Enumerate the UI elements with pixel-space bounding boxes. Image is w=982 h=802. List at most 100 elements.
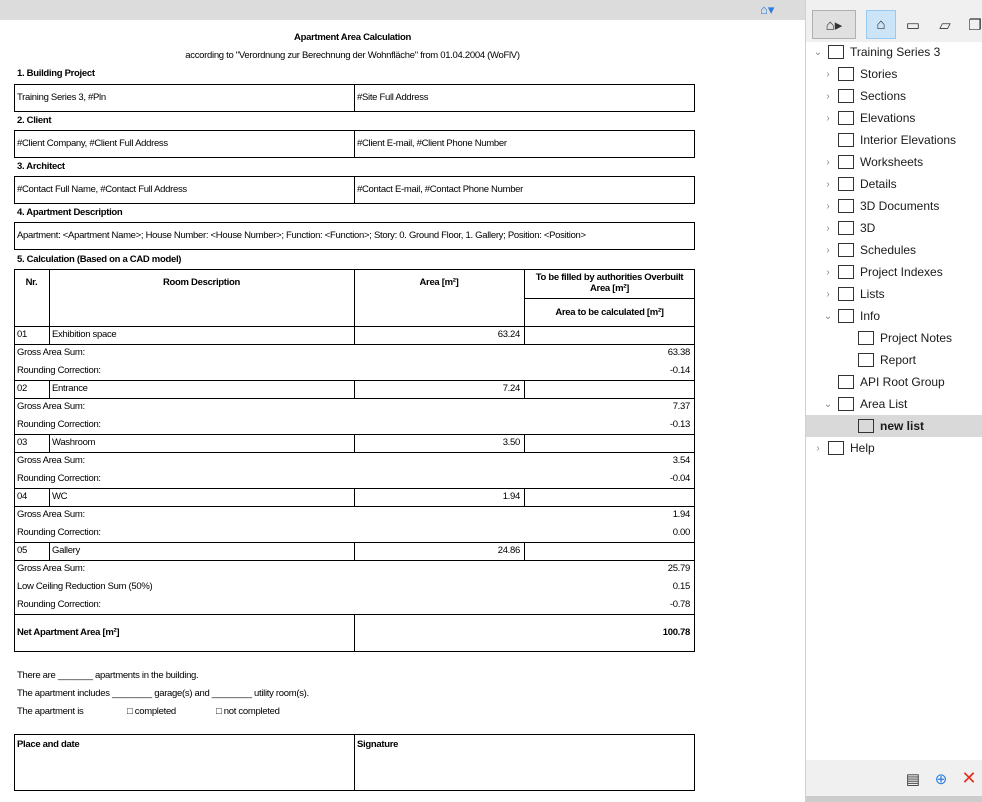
column-divider — [49, 269, 50, 326]
tree-item-label: API Root Group — [860, 375, 945, 389]
tree-item-label: Details — [860, 177, 897, 191]
chevron-right-icon[interactable]: › — [826, 112, 830, 124]
room-nr: 03 — [17, 437, 27, 448]
top-toolbar: ⌂▾ — [0, 0, 805, 20]
tree-item[interactable]: › 3D Documents — [806, 195, 982, 217]
tree-view-icon[interactable]: ⌂▾ — [760, 2, 775, 17]
sum-value: 25.79 — [667, 563, 691, 574]
sum-label: Rounding Correction: — [17, 527, 101, 538]
column-divider — [354, 542, 355, 560]
delete-icon[interactable]: ✕ — [961, 768, 977, 788]
completed-option: □ completed — [127, 706, 176, 717]
sum-value: -0.14 — [669, 365, 690, 376]
chevron-down-icon[interactable]: ⌄ — [813, 46, 823, 58]
not-completed-option: □ not completed — [216, 706, 280, 717]
chevron-right-icon[interactable]: › — [816, 442, 820, 454]
scrollbar[interactable] — [806, 796, 982, 802]
chevron-right-icon[interactable]: › — [826, 244, 830, 256]
chevron-right-icon[interactable]: › — [826, 178, 830, 190]
header-area: Area [m²] — [419, 277, 459, 288]
tree-item-label: Stories — [860, 67, 898, 81]
section-icon — [838, 89, 854, 103]
navigator-bottom-toolbar: ▤ ⊕ ✕ — [806, 760, 982, 796]
tree-item[interactable]: Project Notes — [806, 327, 982, 349]
chevron-right-icon[interactable]: › — [826, 90, 830, 102]
tree-item-label: Project Notes — [880, 331, 953, 345]
chevron-down-icon[interactable]: ⌄ — [823, 398, 833, 410]
tree-item[interactable]: API Root Group — [806, 371, 982, 393]
row-divider — [14, 398, 695, 399]
area-list-icon — [858, 419, 874, 433]
place-date-label: Place and date — [17, 739, 80, 750]
tree-item[interactable]: › 3D — [806, 217, 982, 239]
architect-contact: #Contact E-mail, #Contact Phone Number — [357, 184, 524, 195]
info-icon — [838, 309, 854, 323]
doc-title: Apartment Area Calculation — [294, 32, 411, 43]
worksheet-icon — [838, 155, 854, 169]
publisher-sets-tab-icon[interactable]: ❐ — [968, 16, 982, 34]
sum-label: Gross Area Sum: — [17, 347, 85, 358]
sum-value: 7.37 — [672, 401, 691, 412]
new-item-icon[interactable]: ⊕ — [934, 770, 948, 788]
section-heading: 4. Apartment Description — [17, 207, 123, 218]
view-map-menu-button[interactable]: ⌂▸ — [812, 10, 856, 39]
view-map-tab-icon[interactable]: ▭ — [905, 16, 921, 34]
apartment-description: Apartment: <Apartment Name>; House Numbe… — [17, 230, 586, 241]
sum-value: 1.94 — [672, 509, 691, 520]
api-group-icon — [838, 375, 854, 389]
3d-icon — [838, 221, 854, 235]
room-area: 63.24 — [497, 329, 521, 340]
area-list-icon — [838, 397, 854, 411]
navigator-panel: ⌂▸ ⌂ ▭ ▱ ❐ ⌄ Training Series 3 › Stories › Se… — [805, 0, 982, 802]
settings-icon[interactable]: ▤ — [905, 770, 921, 788]
header-divider — [524, 298, 695, 299]
sum-value: 3.54 — [672, 455, 691, 466]
tree-item[interactable]: ⌄ Training Series 3 — [806, 41, 982, 63]
tree-item[interactable]: › Stories — [806, 63, 982, 85]
sum-value: 0.15 — [672, 581, 691, 592]
tree-item[interactable]: ⌄ Info — [806, 305, 982, 327]
tree-item[interactable]: ⌄ Area List — [806, 393, 982, 415]
chevron-right-icon[interactable]: › — [826, 222, 830, 234]
header-authorities: To be filled by authorities Overbuilt Ar… — [535, 272, 684, 294]
garage-line: The apartment includes ________ garage(s… — [17, 688, 309, 699]
index-icon — [838, 265, 854, 279]
tree-item[interactable]: new list — [806, 415, 982, 437]
net-area-value: 100.78 — [662, 627, 691, 638]
tree-item[interactable]: › Elevations — [806, 107, 982, 129]
tree-item[interactable]: › Sections — [806, 85, 982, 107]
column-divider — [524, 434, 525, 452]
stories-icon — [838, 67, 854, 81]
layout-book-tab-icon[interactable]: ▱ — [939, 16, 951, 34]
project-map-tab-icon[interactable]: ⌂ — [866, 10, 896, 39]
doc-subtitle: according to "Verordnung zur Berechnung … — [185, 50, 520, 61]
column-divider — [354, 380, 355, 398]
tree-item[interactable]: › Lists — [806, 283, 982, 305]
net-area-label: Net Apartment Area [m²] — [17, 627, 120, 638]
chevron-right-icon[interactable]: › — [826, 68, 830, 80]
chevron-right-icon[interactable]: › — [826, 288, 830, 300]
tree-item[interactable]: › Project Indexes — [806, 261, 982, 283]
document-icon — [858, 331, 874, 345]
tree-item[interactable]: Interior Elevations — [806, 129, 982, 151]
elevation-icon — [838, 111, 854, 125]
3d-document-icon — [838, 199, 854, 213]
row-divider — [14, 452, 695, 453]
tree-item-label: Report — [880, 353, 917, 367]
sum-label: Rounding Correction: — [17, 599, 101, 610]
chevron-down-icon[interactable]: ⌄ — [823, 310, 833, 322]
tree-item[interactable]: › Details — [806, 173, 982, 195]
tree-item[interactable]: › Worksheets — [806, 151, 982, 173]
chevron-right-icon[interactable]: › — [826, 266, 830, 278]
apartments-count-line: There are _______ apartments in the buil… — [17, 670, 199, 681]
tree-item-label: Info — [860, 309, 881, 323]
chevron-right-icon[interactable]: › — [826, 200, 830, 212]
tree-item-label: Help — [850, 441, 875, 455]
tree-item[interactable]: › Help — [806, 437, 982, 459]
column-divider — [354, 488, 355, 506]
tree-item[interactable]: › Schedules — [806, 239, 982, 261]
chevron-right-icon[interactable]: › — [826, 156, 830, 168]
header-area-calculated: Area to be calculated [m²] — [555, 307, 664, 318]
tree-item[interactable]: Report — [806, 349, 982, 371]
sum-label: Gross Area Sum: — [17, 455, 85, 466]
